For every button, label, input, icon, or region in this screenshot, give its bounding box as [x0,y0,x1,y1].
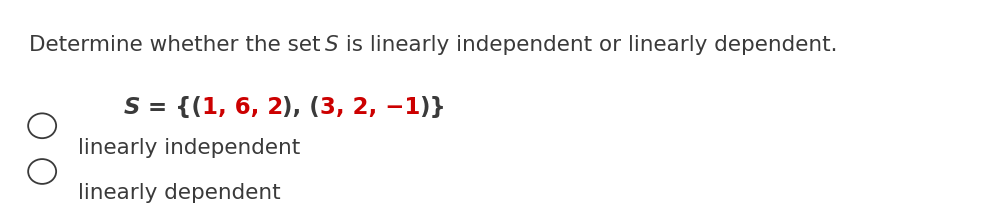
Text: )}: )} [419,96,447,119]
Text: S: S [325,35,339,55]
Text: 3, 2, −1: 3, 2, −1 [320,96,420,119]
Text: 1, 6, 2: 1, 6, 2 [202,96,283,119]
Text: is linearly independent or linearly dependent.: is linearly independent or linearly depe… [339,35,837,55]
Text: linearly independent: linearly independent [79,138,300,158]
Text: S: S [124,96,141,119]
Text: Determine whether the set: Determine whether the set [29,35,328,55]
Text: linearly dependent: linearly dependent [79,183,281,203]
Text: = {(: = {( [140,96,203,119]
Text: ), (: ), ( [282,96,321,119]
